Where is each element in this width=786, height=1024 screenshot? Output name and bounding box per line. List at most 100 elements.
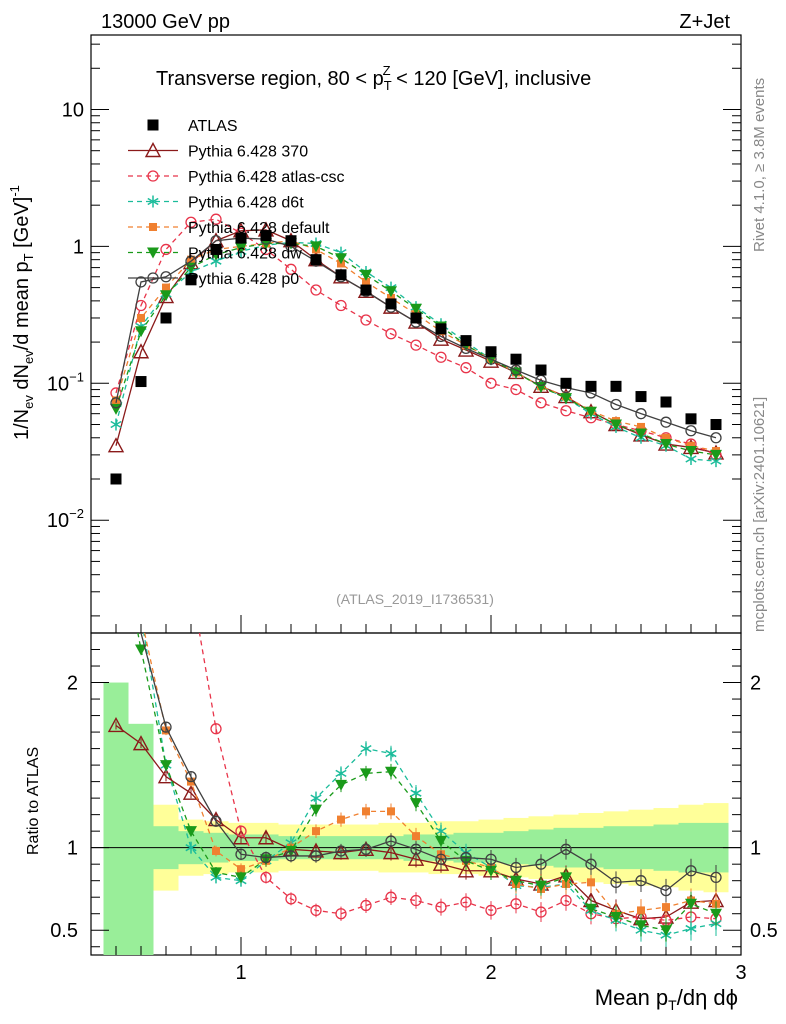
series-point	[160, 290, 172, 302]
atlas-data-point	[660, 396, 672, 408]
atlas-data-point	[460, 335, 472, 347]
series-point	[710, 432, 722, 444]
ratio-point	[185, 841, 197, 854]
ratio-point	[260, 871, 272, 884]
ratio-point	[385, 766, 397, 778]
ratio-point	[235, 848, 247, 860]
ratio-point	[510, 875, 522, 887]
ratio-series-layer	[107, 633, 725, 947]
ratio-point	[382, 844, 400, 860]
ratio-point	[710, 871, 722, 884]
ratio-point	[635, 920, 647, 932]
series-point	[107, 437, 125, 453]
ratio-point	[535, 906, 547, 918]
analysis-id: (ATLAS_2019_I1736531)	[336, 591, 494, 607]
atlas-data-point	[385, 298, 397, 310]
chart-title: Transverse region, 80 < pTZ < 120 [GeV],…	[156, 63, 591, 93]
ratio-point	[212, 846, 220, 855]
legend-label: Pythia 6.428 p0	[188, 271, 299, 288]
series-point	[485, 377, 497, 389]
star-stroke	[385, 749, 397, 758]
ratio-point	[585, 858, 597, 870]
series-point	[387, 293, 395, 302]
series-point	[510, 364, 522, 376]
ratio-point	[160, 721, 172, 733]
legend-label: Pythia 6.428 dw	[188, 246, 302, 263]
atlas-data-point	[485, 346, 497, 358]
star-stroke	[185, 844, 197, 852]
atlas-data-point	[710, 419, 722, 431]
star-stroke	[310, 794, 322, 802]
atlas-data-point	[535, 364, 547, 376]
ratio-point	[660, 884, 672, 897]
legend-marker	[144, 142, 162, 158]
series-point	[160, 243, 172, 256]
star-stroke	[110, 420, 122, 429]
atlas-data-point	[610, 380, 622, 392]
ratio-point	[385, 747, 397, 760]
series-point	[360, 314, 372, 326]
series-point	[685, 425, 697, 437]
ratio-point	[335, 908, 347, 920]
series-point	[660, 416, 672, 428]
y-tick-label-exp: −1	[69, 369, 84, 384]
ratio-point	[335, 845, 347, 857]
ratio-tick-label-right: 1	[750, 838, 761, 860]
ratio-point	[662, 903, 670, 912]
series-point	[162, 283, 170, 292]
x-tick-label: 2	[485, 962, 496, 984]
atlas-data-point	[635, 391, 647, 403]
atlas-data-point	[110, 473, 122, 485]
ratio-point	[585, 903, 597, 915]
series-point	[335, 253, 347, 265]
ratio-point	[560, 843, 572, 855]
star-stroke	[147, 197, 159, 206]
ratio-point	[135, 644, 147, 656]
series-point	[132, 343, 150, 359]
ratio-point	[510, 898, 522, 910]
atlas-data-point	[360, 284, 372, 296]
series-point	[335, 299, 347, 312]
ratio-point	[510, 861, 522, 874]
star-stroke	[360, 744, 372, 753]
atlas-data-point	[510, 353, 522, 365]
star-stroke	[435, 827, 447, 835]
legend-marker	[147, 272, 159, 284]
ratio-point	[535, 858, 547, 870]
ratio-point	[360, 768, 372, 780]
ratio-point	[535, 880, 547, 892]
legend-marker	[147, 170, 159, 182]
series-point	[185, 216, 197, 228]
series-point	[160, 271, 172, 283]
ratio-point	[660, 925, 672, 937]
main-series-layer	[107, 213, 725, 485]
ratio-point	[685, 865, 697, 877]
series-point	[310, 241, 322, 253]
atlas-data-point	[235, 232, 247, 244]
ratio-point	[182, 784, 200, 800]
series-point	[435, 351, 447, 363]
y-axis-label: 1/Nev dNev/d mean pT [GeV]-1	[7, 185, 36, 440]
legend-marker	[147, 247, 159, 259]
series-line-pythia-6-428-p0	[115, 237, 717, 439]
series-point	[110, 397, 122, 409]
ratio-point	[485, 865, 497, 877]
y-tick-label: 10−2	[47, 506, 84, 532]
ratio-point	[335, 779, 347, 791]
series-point	[137, 313, 145, 322]
series-point	[285, 263, 297, 275]
ratio-point	[435, 836, 447, 848]
series-point	[362, 277, 370, 286]
series-point	[385, 286, 397, 298]
ratio-point	[132, 735, 150, 751]
ratio-point	[685, 898, 697, 910]
ratio-point	[310, 792, 322, 805]
series-point	[210, 213, 222, 225]
ratio-point	[435, 853, 447, 865]
series-point	[685, 446, 697, 458]
ratio-point	[410, 798, 422, 810]
ratio-point	[185, 771, 197, 783]
mcplots-label: mcplots.cern.ch [arXiv:2401.10621]	[751, 397, 768, 632]
y-tick-label: 10−1	[47, 369, 84, 395]
